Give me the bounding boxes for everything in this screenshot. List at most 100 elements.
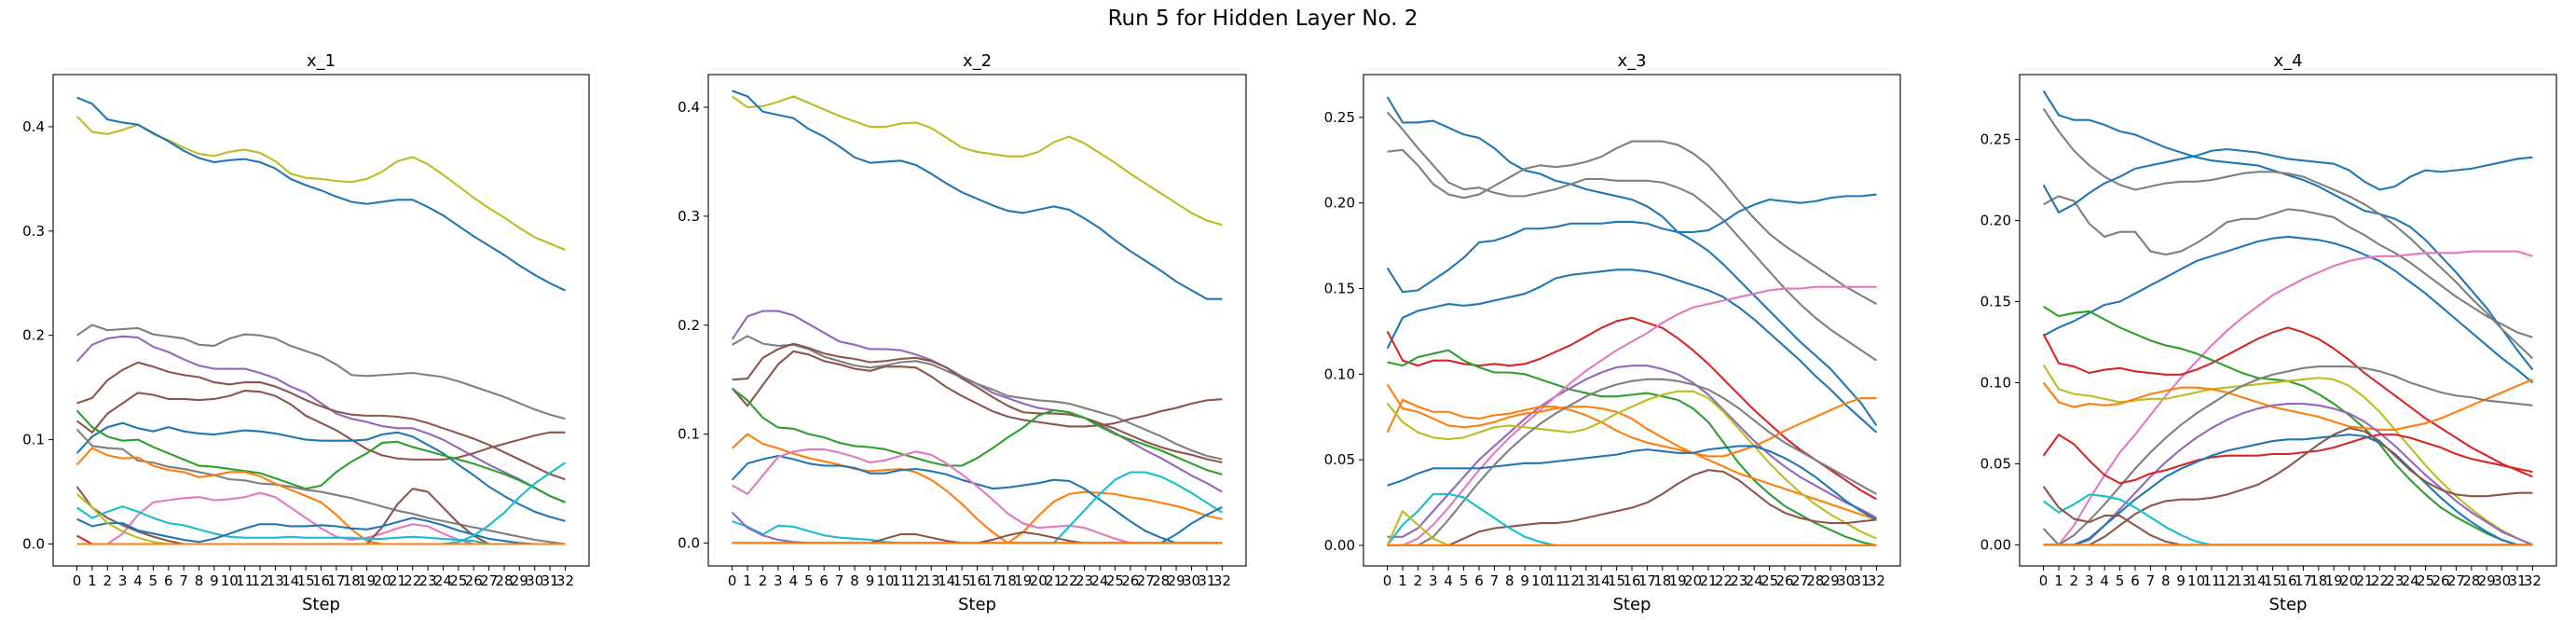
subplot-x_4: x_40 1 2 3 4 5 6 7 8 9 101112131415161718192021222… (1980, 51, 2557, 614)
x-tick-label: 23 (2386, 572, 2404, 589)
x-tick-label: 18 (1653, 572, 1671, 589)
x-tick-label: 8 (2161, 572, 2171, 589)
x-tick-label: 21 (389, 572, 406, 589)
series-line-0 (732, 95, 1223, 227)
x-tick-label: 4 (1444, 572, 1453, 589)
y-tick-label: 0.0 (678, 534, 700, 551)
series-line-5 (2043, 250, 2533, 546)
series-line-6 (731, 387, 1223, 475)
series-line-2 (1387, 140, 1877, 305)
x-tick-label: 18 (2309, 572, 2327, 589)
series-line-2 (2043, 195, 2533, 338)
series-line-10 (2042, 365, 2533, 546)
y-tick-label: 0.15 (1980, 293, 2011, 310)
x-tick-label: 16 (2279, 572, 2296, 589)
x-tick-label: 16 (968, 572, 986, 589)
x-tick-label: 10 (1531, 572, 1549, 589)
x-tick-label: 10 (876, 572, 894, 589)
series-line-11 (1386, 390, 1877, 540)
x-axis-label: Step (958, 595, 996, 614)
x-tick-label: 25 (1106, 572, 1124, 589)
y-tick-label: 0.20 (1980, 213, 2011, 229)
x-tick-label: 4 (133, 572, 143, 589)
series-line-12 (1387, 445, 1877, 521)
series-line-0 (1386, 96, 1878, 427)
y-tick-label: 0.4 (22, 118, 45, 135)
series-line-14 (2043, 427, 2533, 546)
y-tick-label: 0.00 (1980, 536, 2011, 553)
figure-title: Run 5 for Hidden Layer No. 2 (1108, 7, 1418, 31)
series-line-8 (1387, 285, 1877, 547)
x-tick-label: 31 (1852, 572, 1870, 589)
x-tick-label: 5 (1459, 572, 1469, 589)
x-tick-label: 24 (1090, 572, 1108, 589)
x-tick-label: 11 (236, 572, 253, 589)
x-tick-label: 16 (312, 572, 330, 589)
series-line-4 (732, 342, 1223, 464)
x-tick-label: 8 (1505, 572, 1514, 589)
subplot-x_2: x_20 1 2 3 4 5 6 7 8 9 101112131415161718192021222… (678, 51, 1247, 614)
series-line-12 (2042, 434, 2533, 485)
x-tick-label: 21 (1699, 572, 1717, 589)
x-tick-label: 12 (1562, 572, 1580, 589)
x-tick-label: 9 (866, 572, 875, 589)
series-group (75, 96, 567, 545)
x-tick-label: 19 (358, 572, 376, 589)
x-tick-label: 28 (1152, 572, 1170, 589)
series-line-0 (2042, 90, 2534, 371)
x-tick-label: 20 (2340, 572, 2358, 589)
x-tick-label: 9 (1520, 572, 1529, 589)
y-tick-label: 0.20 (1324, 195, 1355, 212)
x-tick-label: 7 (835, 572, 844, 589)
x-tick-label: 25 (449, 572, 467, 589)
series-line-13 (2043, 434, 2533, 546)
x-tick-label: 13 (1577, 572, 1595, 589)
x-tick-label: 23 (1076, 572, 1093, 589)
x-tick-label: 29 (1822, 572, 1840, 589)
series-group (731, 90, 1223, 544)
series-line-10 (1386, 397, 1877, 458)
series-line-4 (76, 361, 566, 481)
y-tick-label: 0.00 (1324, 537, 1355, 554)
x-tick-label: 27 (1137, 572, 1155, 589)
x-tick-label: 14 (281, 572, 299, 589)
x-tick-label: 17 (327, 572, 345, 589)
x-tick-label: 2 (759, 572, 768, 589)
x-tick-label: 7 (1490, 572, 1500, 589)
series-line-5 (75, 389, 566, 461)
x-tick-label: 30 (1837, 572, 1855, 589)
series-line-14 (1387, 469, 1877, 547)
subplot-title: x_3 (1617, 51, 1646, 71)
x-tick-label: 3 (2085, 572, 2094, 589)
y-tick-label: 0.2 (678, 317, 700, 334)
x-tick-label: 29 (1168, 572, 1185, 589)
x-tick-label: 0 (728, 572, 737, 589)
x-tick-label: 21 (2355, 572, 2373, 589)
x-tick-label: 22 (2371, 572, 2389, 589)
x-tick-label: 23 (1730, 572, 1747, 589)
x-tick-label: 24 (1746, 572, 1763, 589)
series-line-6 (75, 421, 566, 522)
x-tick-label: 32 (1213, 572, 1231, 589)
x-tick-label: 18 (343, 572, 361, 589)
x-tick-label: 25 (1761, 572, 1778, 589)
x-tick-label: 12 (2218, 572, 2236, 589)
y-tick-label: 0.05 (1980, 455, 2011, 472)
x-tick-label: 30 (526, 572, 543, 589)
x-tick-label: 15 (297, 572, 315, 589)
x-tick-label: 24 (434, 572, 452, 589)
x-tick-label: 9 (2176, 572, 2185, 589)
x-tick-label: 19 (1014, 572, 1032, 589)
series-line-3 (75, 335, 566, 503)
x-tick-label: 22 (1061, 572, 1078, 589)
x-tick-label: 10 (221, 572, 239, 589)
x-tick-label: 29 (2478, 572, 2496, 589)
x-tick-label: 11 (892, 572, 910, 589)
subplot-x_1: x_10 1 2 3 4 5 6 7 8 9 101112131415161718192021222… (22, 51, 590, 614)
y-tick-label: 0.10 (1324, 365, 1355, 382)
x-tick-label: 27 (480, 572, 498, 589)
x-tick-label: 28 (495, 572, 513, 589)
x-tick-label: 1 (1398, 572, 1407, 589)
x-tick-label: 5 (149, 572, 158, 589)
x-tick-label: 18 (999, 572, 1017, 589)
